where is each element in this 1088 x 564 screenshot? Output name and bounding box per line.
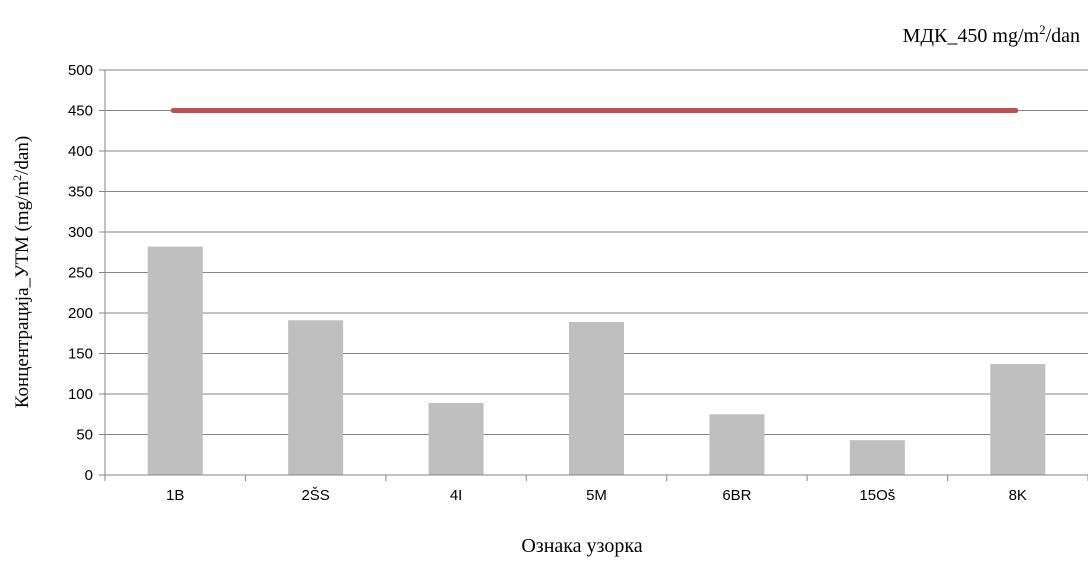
mdk-annotation: МДК_450 mg/m2/dan <box>903 22 1080 47</box>
bar-8K <box>990 364 1046 475</box>
bar-4I <box>428 402 484 475</box>
tick-labels: 0 50 100 150 200 250 300 350 400 450 500 1B 2ŠS 4I 5M 6… <box>68 62 1027 504</box>
bar-5M <box>569 321 624 475</box>
x-tick-label-15Oš: 15Oš <box>859 487 895 504</box>
x-axis-title: Ознака узорка <box>521 535 642 557</box>
y-tick-label-0: 0 <box>85 467 93 484</box>
x-tick-label-8K: 8K <box>1009 487 1027 504</box>
y-tick-label-100: 100 <box>68 386 93 403</box>
y-tick-label-350: 350 <box>68 184 93 201</box>
bar-15Oš <box>849 440 905 475</box>
y-tick-label-150: 150 <box>68 346 93 363</box>
bar-6BR <box>709 414 765 475</box>
y-tick-label-500: 500 <box>68 62 93 79</box>
x-tick-label-2ŠS: 2ŠS <box>301 487 329 504</box>
x-tick-label-1B: 1B <box>166 487 184 504</box>
bars <box>147 246 1046 475</box>
y-tick-label-450: 450 <box>68 103 93 120</box>
bar-2ŠS <box>288 320 344 475</box>
y-tick-label-250: 250 <box>68 265 93 282</box>
y-tick-label-300: 300 <box>68 224 93 241</box>
y-tick-label-50: 50 <box>76 427 93 444</box>
y-tick-label-200: 200 <box>68 305 93 322</box>
y-axis-title: Концентрација_УТМ (mg/m2/dan) <box>10 136 33 408</box>
x-tick-label-4I: 4I <box>450 487 463 504</box>
y-tick-label-400: 400 <box>68 143 93 160</box>
x-tick-label-6BR: 6BR <box>722 487 751 504</box>
axes <box>99 69 1088 481</box>
x-tick-label-5M: 5M <box>586 487 607 504</box>
bar-1B <box>147 246 203 475</box>
